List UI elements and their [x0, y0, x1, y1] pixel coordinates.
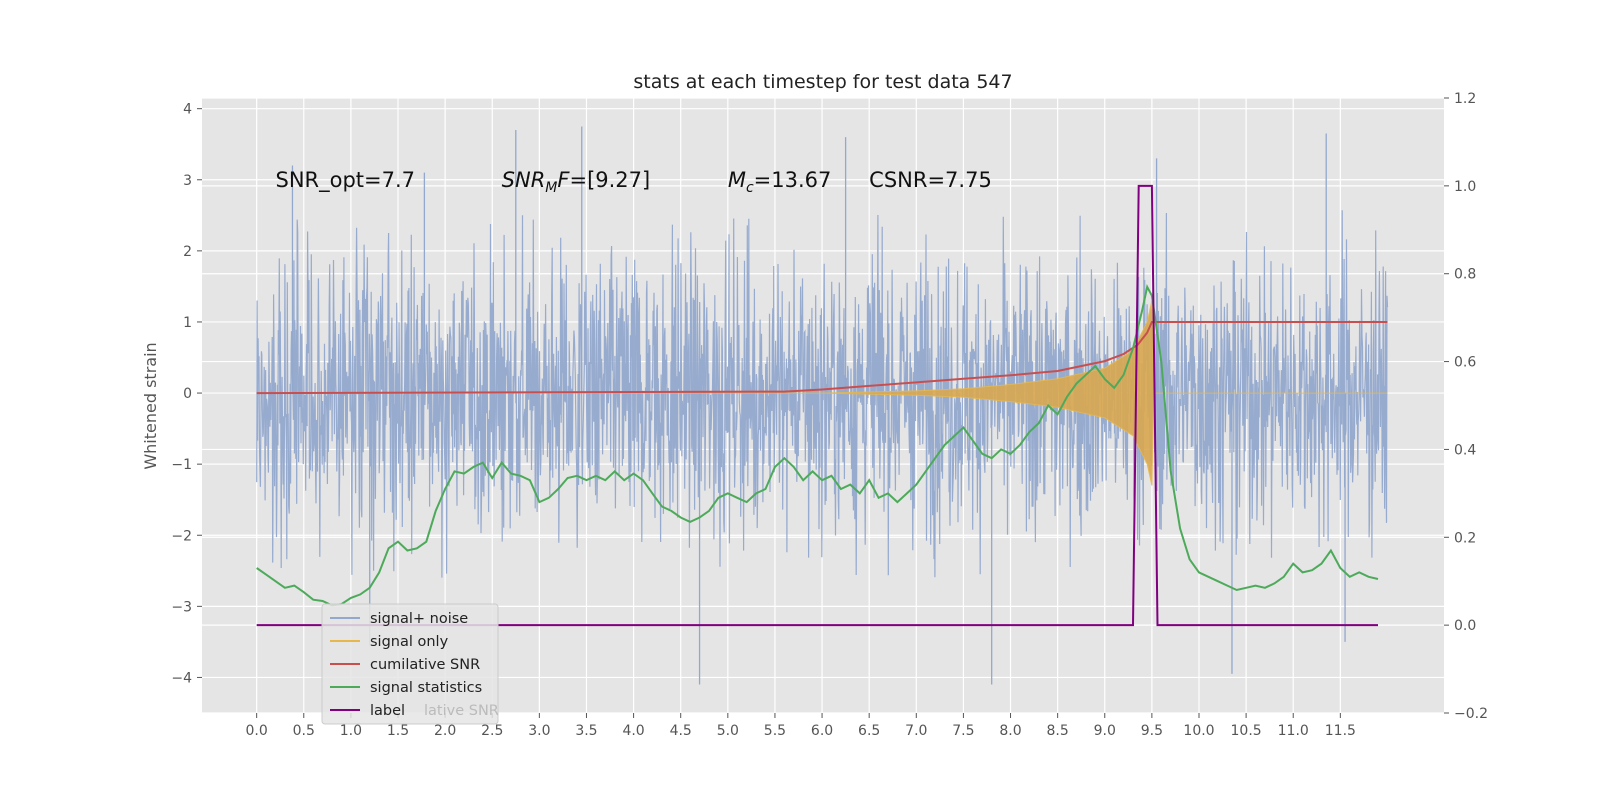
- y-tick-label: −1: [171, 457, 192, 473]
- y2-tick-label: 1.0: [1454, 179, 1476, 195]
- x-tick-label: 4.0: [622, 723, 644, 739]
- x-tick-label: 6.0: [811, 723, 833, 739]
- legend-ghost-text: lative SNR: [424, 703, 499, 719]
- legend-label: label: [370, 703, 405, 719]
- annotation-subscript: M: [545, 180, 557, 196]
- y-tick-label: −3: [171, 599, 192, 615]
- legend-label: signal only: [370, 634, 449, 650]
- right-axis: 1.2 1.0 0.8 0.6 0.4 0.2 0.0 −0.2: [1444, 91, 1488, 722]
- annotation-text: SNRMF=[9.27]: [502, 168, 651, 196]
- chart-title: stats at each timestep for test data 547: [633, 71, 1012, 93]
- annotation-snr: SNR: [502, 168, 546, 192]
- y-tick-label: 3: [183, 173, 192, 189]
- x-tick-label: 11.0: [1278, 723, 1309, 739]
- y2-tick-label: 0.8: [1454, 267, 1476, 283]
- x-axis: 0.0 0.5 1.0 1.5 2.0 2.5 3.0 3.5 4.0 4.5 5.0 5.5 6.0 6…: [246, 713, 1356, 739]
- annotation-f: F: [557, 168, 570, 192]
- signal-only-band: [256, 300, 1388, 486]
- y2-tick-label: 0.2: [1454, 530, 1476, 546]
- y-tick-label: 2: [183, 244, 192, 260]
- x-tick-label: 8.5: [1047, 723, 1069, 739]
- signal-noise-line: [256, 210, 1389, 578]
- x-tick-label: 0.5: [293, 723, 315, 739]
- y-tick-label: −4: [171, 670, 192, 686]
- x-tick-label: 6.5: [858, 723, 880, 739]
- left-axis: 4 3 2 1 0 −1 −2 −3 −4: [171, 102, 202, 686]
- x-tick-label: 2.0: [434, 723, 456, 739]
- annotation-text: Mc=13.67: [728, 168, 832, 196]
- x-tick-label: 1.5: [387, 723, 409, 739]
- legend: signal+ noise signal only cumilative SNR si…: [321, 603, 499, 725]
- x-tick-label: 11.5: [1325, 723, 1356, 739]
- x-tick-label: 9.5: [1141, 723, 1163, 739]
- x-tick-label: 8.0: [999, 723, 1021, 739]
- label-line: [256, 184, 1378, 627]
- x-tick-label: 0.0: [246, 723, 268, 739]
- annotation-value: =[9.27]: [569, 168, 650, 192]
- x-tick-label: 7.0: [905, 723, 927, 739]
- annotation-subscript: c: [746, 180, 754, 196]
- series-layer: [256, 126, 1389, 685]
- x-tick-label: 5.5: [764, 723, 786, 739]
- y-tick-label: 0: [183, 386, 192, 402]
- legend-label: signal statistics: [370, 680, 482, 696]
- x-tick-label: 10.0: [1183, 723, 1214, 739]
- x-tick-label: 2.5: [481, 723, 503, 739]
- annotation-text: CSNR=7.75: [869, 168, 992, 192]
- signal-statistics-line: [256, 284, 1379, 607]
- x-tick-label: 3.5: [575, 723, 597, 739]
- y2-tick-label: 0.4: [1454, 442, 1476, 458]
- x-tick-label: 5.0: [717, 723, 739, 739]
- legend-label: signal+ noise: [370, 611, 468, 627]
- y2-tick-label: −0.2: [1454, 706, 1488, 722]
- x-tick-label: 4.5: [670, 723, 692, 739]
- x-tick-label: 3.0: [528, 723, 550, 739]
- x-tick-label: 9.0: [1094, 723, 1116, 739]
- legend-label: cumilative SNR: [370, 657, 480, 673]
- y-axis-label: Whitened strain: [141, 342, 160, 469]
- x-tick-label: 1.0: [340, 723, 362, 739]
- y-tick-label: 4: [183, 102, 192, 118]
- annotation-text: SNR_opt=7.7: [276, 168, 416, 193]
- annotations: SNR_opt=7.7 SNRMF=[9.27] Mc=13.67 CSNR=7.75: [276, 168, 992, 196]
- y2-tick-label: 0.6: [1454, 355, 1476, 371]
- y2-tick-label: 1.2: [1454, 91, 1476, 107]
- annotation-m: M: [728, 168, 746, 192]
- y-tick-label: 1: [183, 315, 192, 331]
- y-tick-label: −2: [171, 528, 192, 544]
- cumulative-snr-line: [256, 321, 1388, 395]
- x-tick-label: 7.5: [952, 723, 974, 739]
- annotation-value: =13.67: [754, 168, 832, 192]
- x-tick-label: 10.5: [1231, 723, 1262, 739]
- legend-box: [321, 603, 499, 725]
- y2-tick-label: 0.0: [1454, 618, 1476, 634]
